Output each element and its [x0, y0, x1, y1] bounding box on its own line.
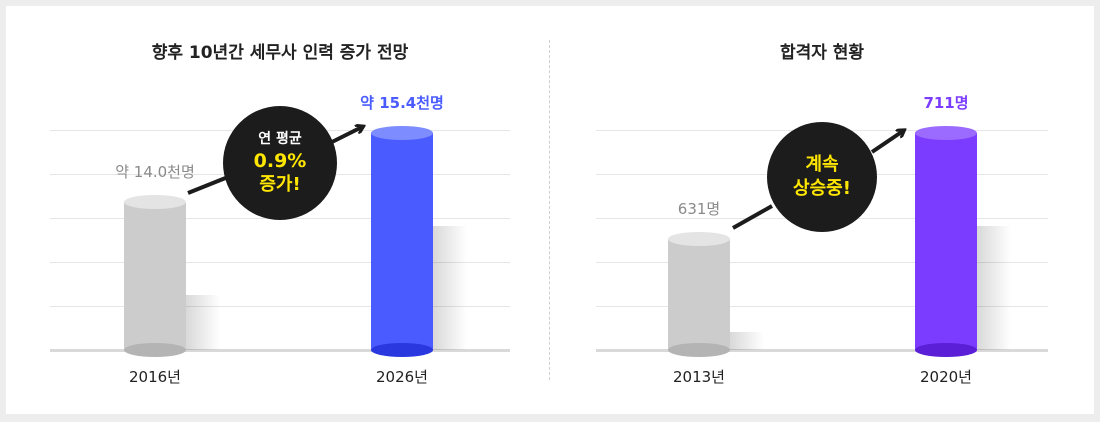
bar: [371, 126, 433, 357]
chart-title: 향후 10년간 세무사 인력 증가 전망: [151, 43, 409, 63]
x-tick-label: 2013년: [673, 368, 725, 386]
annotation-line: 계속: [805, 154, 839, 175]
x-tick-label: 2026년: [376, 368, 428, 386]
annotation-bubble-left: 연 평균 0.9% 증가!: [223, 106, 337, 220]
bar-top: [668, 232, 730, 246]
x-tick-label: 2016년: [129, 368, 181, 386]
data-label: 약 15.4천명: [360, 94, 444, 112]
annotation-line: 연 평균: [258, 131, 302, 147]
chart-panel-left: 향후 10년간 세무사 인력 증가 전망: [50, 0, 510, 422]
chart-title: 합격자 현황: [779, 43, 865, 63]
x-axis-baseline: [596, 349, 1048, 352]
bar-body: [124, 202, 186, 350]
annotation-line: 상승중!: [793, 178, 851, 199]
trend-arrow-left-tail: [187, 175, 229, 195]
bar-shadow: [730, 332, 764, 350]
trend-arrow-right-tail: [732, 204, 773, 230]
bar-body: [915, 133, 977, 350]
bar-bottom: [124, 343, 186, 357]
bar-bottom: [915, 343, 977, 357]
annotation-percent: 0.9%: [253, 150, 307, 172]
data-label: 711명: [923, 94, 969, 112]
trend-arrow-left-head: [329, 127, 362, 145]
x-axis-baseline: [50, 349, 510, 352]
bar-body: [668, 239, 730, 350]
grid-line: [596, 262, 1048, 263]
bar: [915, 126, 977, 357]
annotation-bubble-right: 계속 상승중!: [767, 122, 877, 232]
grid-line: [50, 306, 510, 307]
trend-arrow-right-head: [870, 131, 903, 154]
bar-shadow: [186, 295, 220, 350]
annotation-line: 증가!: [259, 174, 301, 195]
panel-divider: [549, 40, 550, 380]
chart-panel-right: 합격자 현황: [596, 0, 1048, 422]
grid-line: [50, 262, 510, 263]
bar: [124, 195, 186, 357]
data-label: 631명: [677, 200, 721, 218]
bar-top: [371, 126, 433, 140]
bar-body: [371, 133, 433, 350]
bar-bottom: [668, 343, 730, 357]
bar: [668, 232, 730, 357]
bar-shadow: [433, 226, 467, 350]
bar-top: [124, 195, 186, 209]
chart-card: [6, 6, 1094, 414]
bar-bottom: [371, 343, 433, 357]
bar-top: [915, 126, 977, 140]
grid-line: [596, 306, 1048, 307]
data-label: 약 14.0천명: [115, 163, 195, 181]
bar-shadow: [977, 226, 1011, 350]
x-tick-label: 2020년: [920, 368, 972, 386]
